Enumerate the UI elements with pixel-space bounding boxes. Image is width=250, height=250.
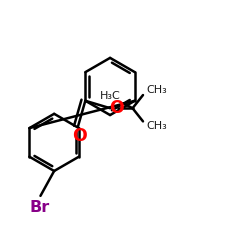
Text: H₃C: H₃C [100, 91, 121, 101]
Text: CH₃: CH₃ [146, 121, 167, 131]
Text: CH₃: CH₃ [146, 85, 167, 95]
Text: O: O [72, 127, 86, 145]
Text: Br: Br [29, 200, 49, 215]
Text: O: O [109, 99, 124, 117]
